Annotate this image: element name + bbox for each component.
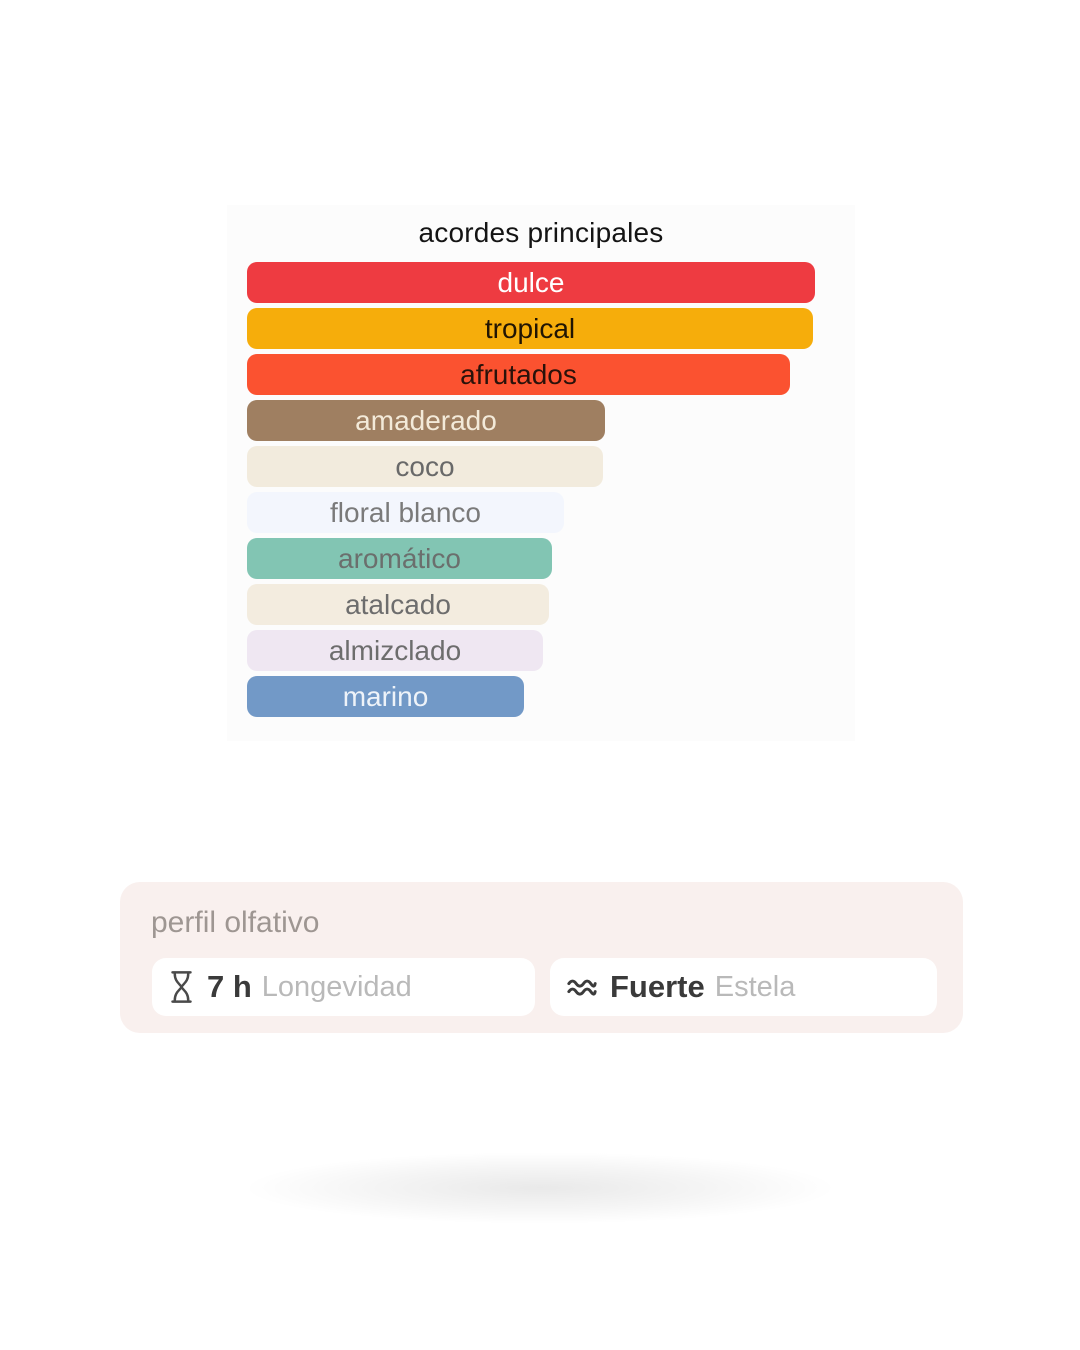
accord-bar: marino: [247, 676, 524, 717]
chart-title: acordes principales: [418, 217, 664, 248]
accords-bars: dulce tropical afrutados amaderado coco flora…: [247, 262, 835, 722]
accord-bar: coco: [247, 446, 603, 487]
profile-title: perfil olfativo: [151, 906, 320, 939]
main-accords-chart: acordes principales dulce tropical afrutad…: [227, 205, 855, 741]
sillage-value: Fuerte: [610, 969, 705, 1004]
longevity-value: 7 h: [207, 969, 252, 1004]
accord-bar: almizclado: [247, 630, 543, 671]
accord-bar: afrutados: [247, 354, 790, 395]
sillage-label: Estela: [714, 970, 796, 1003]
accord-bar: floral blanco: [247, 492, 564, 533]
longevity-label: Longevidad: [261, 970, 412, 1003]
accord-bar: atalcado: [247, 584, 549, 625]
olfactory-profile-card: perfil olfativo 7 h Longevidad F: [120, 882, 963, 1033]
accord-bar: aromático: [247, 538, 552, 579]
accord-bar: amaderado: [247, 400, 605, 441]
accord-bar: dulce: [247, 262, 815, 303]
waves-icon: [566, 974, 598, 1000]
floor-shadow: [128, 1138, 952, 1238]
hourglass-icon: [168, 969, 195, 1005]
sillage-pill: Fuerte Estela: [550, 958, 937, 1016]
profile-stats: 7 h Longevidad Fuerte Estela: [152, 958, 937, 1016]
accord-bar: tropical: [247, 308, 813, 349]
longevity-pill: 7 h Longevidad: [152, 958, 535, 1016]
